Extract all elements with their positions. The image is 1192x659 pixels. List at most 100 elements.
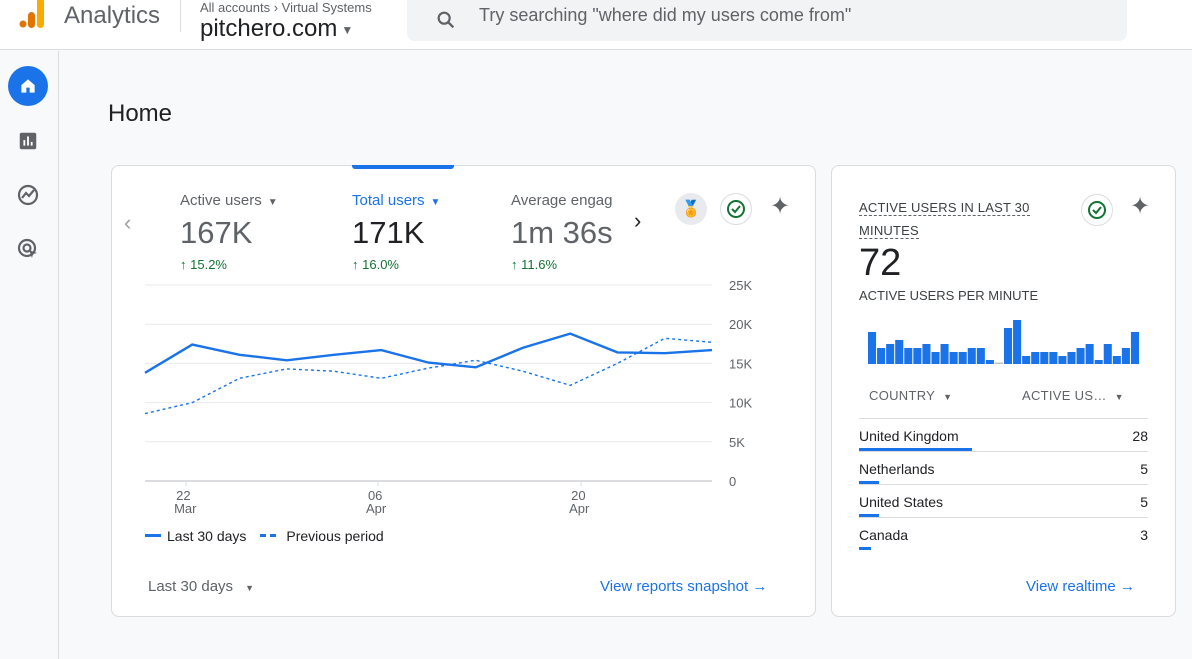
- check-circle-icon[interactable]: [720, 193, 752, 225]
- active-users-value: 5: [1140, 494, 1148, 510]
- medal-icon[interactable]: 🏅: [675, 193, 707, 225]
- metric-active-users[interactable]: Active users ▼ 167K ↑ 15.2%: [180, 192, 278, 272]
- table-row[interactable]: United Kingdom 28: [859, 418, 1148, 451]
- realtime-title-text: ACTIVE USERS IN LAST 30 MINUTES: [859, 200, 1030, 239]
- minute-bar[interactable]: [940, 344, 949, 364]
- nav-explore[interactable]: [8, 175, 48, 215]
- sparkle-icon[interactable]: ✦: [770, 193, 791, 220]
- legend-solid-swatch: [145, 534, 161, 537]
- property-selector[interactable]: pitchero.com ▼: [200, 15, 353, 44]
- chart-legend: Last 30 days Previous period: [145, 528, 384, 544]
- x-tick-month: Apr: [366, 501, 387, 516]
- caret-down-icon: ▼: [245, 583, 254, 593]
- metric-total-users[interactable]: Total users ▼ 171K ↑ 16.0%: [352, 192, 440, 272]
- nav-reports[interactable]: [8, 121, 48, 161]
- sparkle-icon[interactable]: ✦: [1130, 193, 1151, 220]
- table-row[interactable]: Netherlands 5: [859, 451, 1148, 484]
- realtime-count: 72: [859, 242, 902, 284]
- view-realtime-link[interactable]: View realtime →: [1026, 578, 1135, 595]
- metric-value: 167K: [180, 215, 253, 250]
- minute-bar[interactable]: [1022, 356, 1031, 364]
- arrow-right-icon: →: [1119, 578, 1135, 595]
- selected-tab-indicator: [352, 165, 454, 169]
- column-header-country[interactable]: COUNTRY ▼: [869, 388, 952, 403]
- minute-bar[interactable]: [985, 360, 994, 364]
- legend-previous: Previous period: [286, 528, 384, 544]
- arrow-up-icon: ↑: [511, 257, 522, 272]
- minute-bar[interactable]: [1103, 344, 1112, 364]
- minute-bar[interactable]: [967, 348, 976, 364]
- minute-bar[interactable]: [949, 352, 958, 364]
- table-row[interactable]: United States 5: [859, 484, 1148, 517]
- link-label: View realtime: [1026, 578, 1116, 595]
- minute-bar[interactable]: [1013, 320, 1022, 364]
- x-tick-day: 20: [571, 488, 585, 503]
- table-row[interactable]: Canada 3: [859, 517, 1148, 550]
- chevron-right-icon[interactable]: ›: [634, 208, 642, 233]
- minute-bar[interactable]: [1130, 332, 1139, 364]
- x-tick-day: 06: [368, 488, 382, 503]
- minute-bar[interactable]: [958, 352, 967, 364]
- minute-bar[interactable]: [1049, 352, 1058, 364]
- arrow-right-icon: →: [752, 578, 768, 595]
- col-label: COUNTRY: [869, 388, 936, 403]
- nav-advertising[interactable]: [8, 229, 48, 269]
- top-bar: Analytics All accounts › Virtual Systems…: [0, 0, 1192, 50]
- page-title: Home: [108, 100, 173, 127]
- country-name: United Kingdom: [859, 428, 959, 444]
- realtime-title[interactable]: ACTIVE USERS IN LAST 30 MINUTES: [859, 196, 1044, 242]
- metric-value: 1m 36s: [511, 215, 613, 250]
- date-range-label: Last 30 days: [148, 578, 234, 595]
- minute-bar[interactable]: [1076, 348, 1085, 364]
- metric-change: 15.2%: [190, 257, 227, 272]
- minute-bar[interactable]: [877, 348, 886, 364]
- minute-bar[interactable]: [1085, 344, 1094, 364]
- left-nav: [0, 51, 59, 659]
- x-tick-month: Mar: [174, 501, 197, 516]
- arrow-up-icon: ↑: [352, 257, 363, 272]
- metric-avg-engagement[interactable]: Average engag 1m 36s ↑ 11.6%: [511, 192, 613, 272]
- minute-bar[interactable]: [913, 348, 922, 364]
- minute-bar[interactable]: [976, 348, 985, 364]
- country-name: United States: [859, 494, 944, 510]
- column-header-active-users[interactable]: ACTIVE US… ▼: [1022, 388, 1124, 403]
- breadcrumb[interactable]: All accounts › Virtual Systems: [200, 0, 372, 15]
- search-icon: [437, 11, 455, 29]
- minute-bar[interactable]: [1031, 352, 1040, 364]
- minute-bar[interactable]: [1004, 328, 1013, 364]
- minute-bar[interactable]: [886, 344, 895, 364]
- series-line-current: [144, 332, 713, 374]
- check-circle-icon[interactable]: [1081, 194, 1113, 226]
- country-name: Canada: [859, 527, 909, 543]
- minute-bar[interactable]: [1094, 360, 1103, 364]
- minute-bar[interactable]: [931, 352, 940, 364]
- overview-card: ‹ Active users ▼ 167K ↑ 15.2% Total users…: [111, 165, 816, 617]
- minute-bar[interactable]: [1058, 356, 1067, 364]
- minute-bar[interactable]: [994, 362, 1003, 365]
- chevron-left-icon[interactable]: ‹: [124, 210, 132, 235]
- y-tick-label: 25K: [729, 278, 752, 293]
- metric-change: 11.6%: [521, 257, 558, 272]
- share-bar: [859, 481, 880, 484]
- advertising-icon: [17, 238, 37, 258]
- minute-bar[interactable]: [922, 344, 931, 364]
- minute-bar[interactable]: [868, 332, 877, 364]
- active-users-value: 5: [1140, 461, 1148, 477]
- minute-bar[interactable]: [1067, 352, 1076, 364]
- minute-bar[interactable]: [1112, 356, 1121, 364]
- search-input[interactable]: Try searching "where did my users come f…: [407, 0, 1127, 41]
- minute-bar[interactable]: [904, 348, 913, 364]
- per-minute-bar-chart: [868, 320, 1139, 365]
- active-users-value: 3: [1140, 527, 1148, 543]
- nav-home[interactable]: [8, 66, 48, 106]
- metric-label: Active users: [180, 192, 262, 209]
- minute-bar[interactable]: [1040, 352, 1049, 364]
- minute-bar[interactable]: [895, 340, 904, 364]
- minute-bar[interactable]: [1121, 348, 1130, 364]
- date-range-selector[interactable]: Last 30 days ▼: [148, 578, 254, 595]
- y-tick-label: 20K: [729, 317, 752, 332]
- caret-down-icon: ▼: [341, 22, 354, 37]
- view-reports-snapshot-link[interactable]: View reports snapshot →: [600, 578, 767, 595]
- metric-label: Total users: [352, 192, 425, 209]
